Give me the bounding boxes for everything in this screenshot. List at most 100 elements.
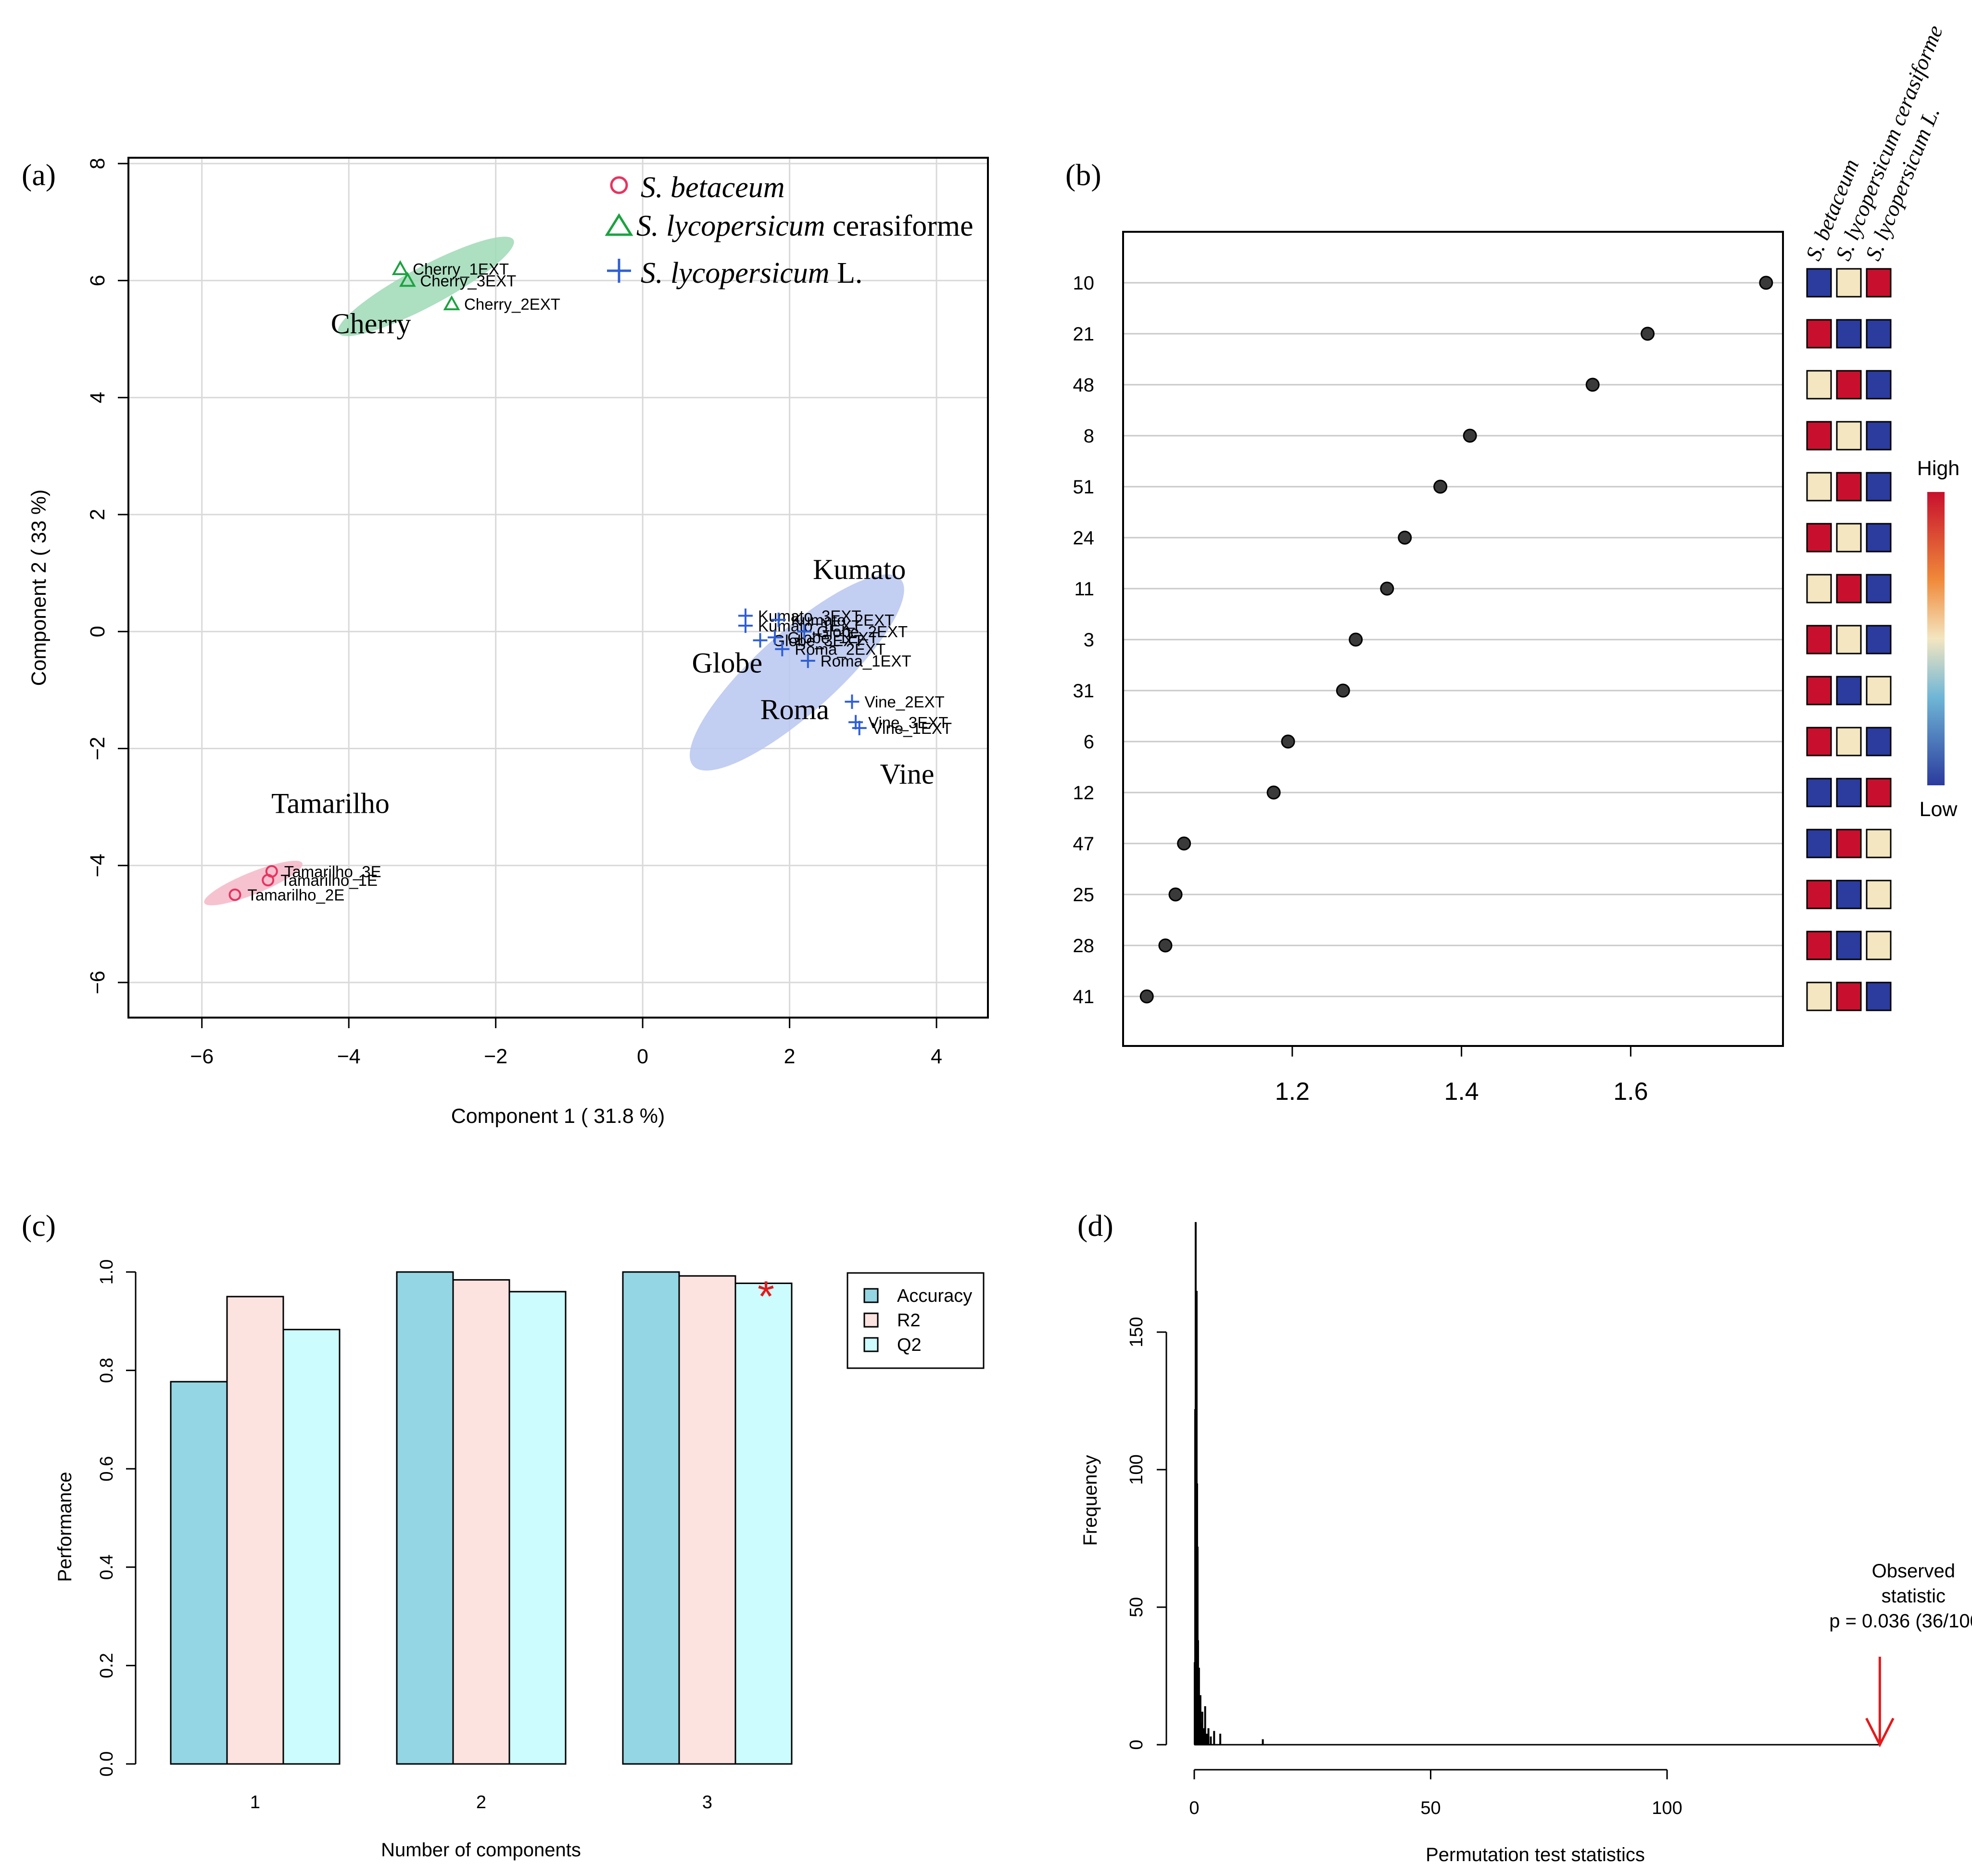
heatmap-cell [1866, 676, 1892, 705]
y-tick-label: 4 [86, 392, 109, 403]
point-triangle [399, 272, 416, 287]
y-tick-label: 8 [86, 158, 109, 169]
histogram-bar [1210, 1736, 1212, 1745]
feature-label: 48 [1073, 375, 1095, 396]
importance-dot [1336, 683, 1350, 698]
heatmap-cell [1836, 268, 1862, 298]
performance-bar [508, 1291, 567, 1765]
importance-dot [1177, 836, 1191, 851]
legend-entry-3-roman: L. [830, 257, 863, 290]
heatmap-cell [1836, 472, 1862, 502]
heatmap-cell [1836, 421, 1862, 451]
panel-c-y-axis: 0.0 0.2 0.4 0.6 0.8 1.0 [97, 1259, 137, 1776]
heatmap-cell [1806, 676, 1832, 705]
importance-dot [1349, 632, 1363, 647]
feature-label: 8 [1084, 426, 1094, 447]
group-label: Vine [880, 758, 934, 790]
point-label: Cherry_2EXT [464, 295, 560, 313]
panel-c-legend: Accuracy R2 Q2 [847, 1272, 985, 1369]
performance-bar [170, 1381, 228, 1765]
heatmap-cell [1806, 778, 1832, 807]
x-tick-label: −2 [484, 1045, 507, 1068]
panel-a-y-ticks: −6 −4 −2 0 2 4 6 8 [86, 158, 128, 995]
x-tick-label: 4 [931, 1045, 942, 1068]
point-label: Roma_1EXT [821, 652, 911, 670]
group-ellipse [204, 860, 303, 906]
importance-dot [1641, 327, 1655, 341]
heatmap-cell [1866, 778, 1892, 807]
panel-b-heatmap [1806, 268, 1892, 1011]
heatmap-cell [1806, 931, 1832, 960]
heatmap-cell [1806, 727, 1832, 756]
y-tick-label: 0 [1126, 1739, 1147, 1750]
point-label: Kumato_2EXT [791, 611, 895, 629]
histogram-bar [1219, 1734, 1222, 1745]
feature-label: 28 [1073, 935, 1095, 957]
performance-bar [452, 1279, 510, 1765]
performance-bar [678, 1275, 736, 1765]
legend-entry-s-lycopersicum-l: S. lycopersicum L. [641, 257, 862, 290]
panel-b-x-ticks: 1.2 1.4 1.6 [1275, 1046, 1648, 1106]
x-tick-label: 2 [784, 1045, 796, 1068]
heatmap-cell [1866, 574, 1892, 604]
heatmap-cell [1836, 625, 1862, 655]
heatmap-cell [1866, 523, 1892, 553]
heatmap-cell [1866, 880, 1892, 909]
category-label: 1 [250, 1792, 260, 1813]
performance-bar [622, 1271, 680, 1765]
heatmap-cell [1836, 574, 1862, 604]
x-tick-label: 1.2 [1275, 1078, 1310, 1106]
heatmap-cell [1866, 472, 1892, 502]
x-tick-label: −4 [337, 1045, 361, 1068]
heatmap-cell [1806, 523, 1832, 553]
feature-label: 25 [1073, 884, 1095, 906]
panel-c-x-axis-label: Number of components [381, 1839, 581, 1861]
heatmap-cell [1836, 727, 1862, 756]
x-tick-label: 1.4 [1444, 1078, 1479, 1106]
group-label: Cherry [331, 308, 411, 340]
feature-label: 21 [1073, 324, 1095, 345]
performance-bar [282, 1329, 341, 1765]
legend-triangle-marker [605, 213, 633, 236]
panel-a-y-axis-label: Component 2 ( 33 %) [27, 490, 51, 686]
importance-dot [1266, 785, 1281, 800]
histogram-bar [1262, 1739, 1264, 1745]
heatmap-cell [1836, 676, 1862, 705]
group-ellipse [690, 574, 904, 771]
importance-dot [1585, 378, 1600, 392]
heatmap-cell [1836, 778, 1862, 807]
histogram-bar [1201, 1712, 1203, 1745]
heatmap-cell [1806, 574, 1832, 604]
feature-label: 3 [1084, 630, 1094, 651]
panel-d: (d) 0 50 100 0 50 100 150 Permutation test sta… [1077, 1209, 1972, 1865]
importance-dot [1398, 530, 1412, 545]
y-tick-label: 1.0 [97, 1259, 117, 1285]
point-label: Globe_2EXT [817, 623, 908, 641]
panel-a-x-axis-label: Component 1 ( 31.8 %) [451, 1105, 665, 1128]
heatmap-cell [1806, 319, 1832, 349]
panel-a-label: (a) [22, 158, 56, 192]
heatmap-cell [1836, 880, 1862, 909]
importance-dot [1168, 887, 1183, 902]
importance-dot [1281, 734, 1295, 749]
point-label: Globe_3EXT [773, 631, 864, 649]
legend-entry-2-italic: S. lycopersicum [636, 210, 825, 242]
feature-label: 11 [1074, 579, 1094, 600]
group-label: Roma [760, 694, 829, 726]
y-tick-label: −4 [86, 854, 109, 877]
observed-label-line-1: Observed [1872, 1561, 1955, 1582]
panel-d-y-axis-label: Frequency [1080, 1455, 1101, 1546]
panel-d-axes: 0 50 100 0 50 100 150 [1126, 1317, 1880, 1818]
point-label: Kumato_3EXT [758, 607, 861, 625]
point-triangle [392, 260, 409, 276]
legend-entry-1-italic: S. betaceum [641, 171, 785, 204]
y-tick-label: 0 [86, 626, 109, 637]
heatmap-cell [1866, 268, 1892, 298]
x-tick-label: −6 [190, 1045, 214, 1068]
feature-label: 10 [1073, 273, 1095, 294]
performance-bar [734, 1283, 793, 1765]
group-label: Kumato [813, 554, 906, 585]
